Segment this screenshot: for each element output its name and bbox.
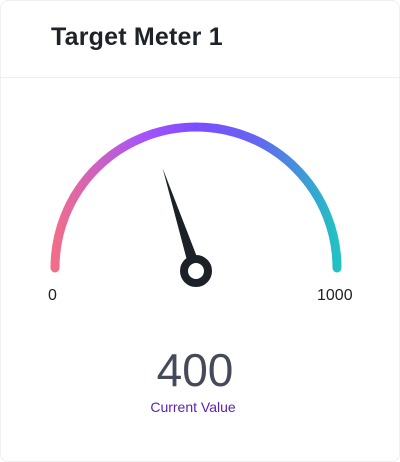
gauge-arc [50,122,342,273]
gauge-needle [162,168,202,273]
current-value: 400 [156,344,234,396]
gauge-needle-hub [180,255,212,287]
card-header: Target Meter 1 [1,1,399,78]
card-title: Target Meter 1 [51,23,223,51]
gauge-max-label: 1000 [317,287,353,304]
current-value-caption: Current Value [150,399,236,415]
gauge-min-label: 0 [48,287,57,304]
